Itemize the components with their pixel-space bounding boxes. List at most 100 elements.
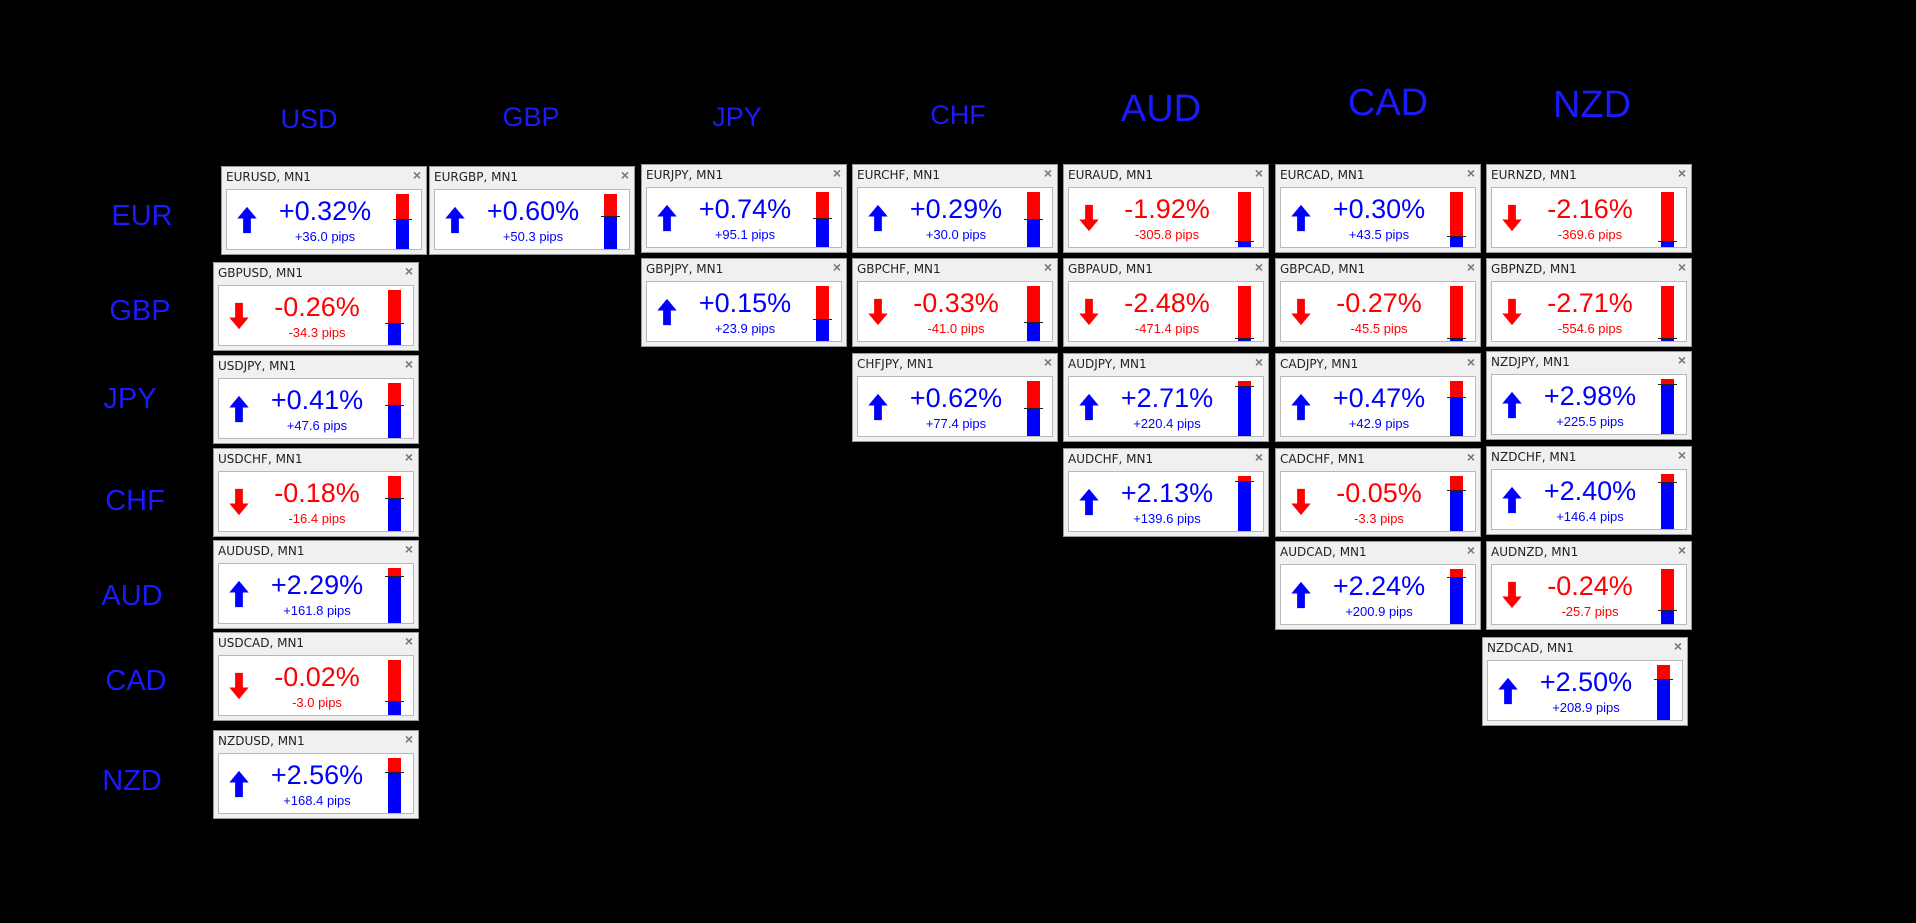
pips-change: -3.3 pips [1354,511,1404,526]
pair-panel[interactable]: EURAUD, MN1 × -1.92% -305.8 pips [1063,164,1269,253]
pair-panel[interactable]: USDJPY, MN1 × +0.41% +47.6 pips [213,355,419,444]
strength-bar-blue [1238,241,1251,247]
close-icon[interactable]: × [620,167,629,183]
pair-panel[interactable]: AUDNZD, MN1 × -0.24% -25.7 pips [1486,541,1692,630]
strength-bar-red [1238,192,1251,241]
percent-change: +2.56% [270,760,364,790]
pair-panel[interactable]: GBPAUD, MN1 × -2.48% -471.4 pips [1063,258,1269,347]
pair-panel[interactable]: GBPJPY, MN1 × +0.15% +23.9 pips [641,258,847,347]
panel-body: +2.98% +225.5 pips [1491,374,1687,435]
strength-bar-red [1661,379,1674,384]
close-icon[interactable]: × [404,356,413,372]
close-icon[interactable]: × [1254,354,1263,370]
strength-bar [1235,192,1254,247]
panel-body: +2.24% +200.9 pips [1280,564,1476,625]
close-icon[interactable]: × [1677,259,1686,275]
panel-title: CADCHF, MN1 [1280,452,1365,466]
close-icon[interactable]: × [404,541,413,557]
pair-panel[interactable]: NZDJPY, MN1 × +2.98% +225.5 pips [1486,351,1692,440]
pair-panel[interactable]: NZDCAD, MN1 × +2.50% +208.9 pips [1482,637,1688,726]
percent-change: +0.62% [909,383,1003,413]
strength-bar [1658,569,1677,624]
pair-panel[interactable]: AUDCAD, MN1 × +2.24% +200.9 pips [1275,541,1481,630]
close-icon[interactable]: × [1043,259,1052,275]
arrow-up-icon [657,204,677,232]
pair-panel[interactable]: CHFJPY, MN1 × +0.62% +77.4 pips [852,353,1058,442]
close-icon[interactable]: × [1254,165,1263,181]
strength-bar [1235,286,1254,341]
close-icon[interactable]: × [412,167,421,183]
arrow-down-icon [1291,488,1311,516]
close-icon[interactable]: × [1043,354,1052,370]
close-icon[interactable]: × [1254,259,1263,275]
close-icon[interactable]: × [404,633,413,649]
percent-change: +2.98% [1543,381,1637,411]
pips-change: +146.4 pips [1556,509,1624,524]
close-icon[interactable]: × [1466,259,1475,275]
percent-change: -0.18% [274,478,360,508]
arrow-up-icon [229,395,249,423]
pair-panel[interactable]: GBPCAD, MN1 × -0.27% -45.5 pips [1275,258,1481,347]
pair-panel[interactable]: AUDCHF, MN1 × +2.13% +139.6 pips [1063,448,1269,537]
pair-panel[interactable]: EURUSD, MN1 × +0.32% +36.0 pips [221,166,427,255]
strength-bar [385,476,404,531]
strength-bar-marker [1447,577,1466,578]
strength-bar-marker [1235,241,1254,242]
pair-panel[interactable]: USDCAD, MN1 × -0.02% -3.0 pips [213,632,419,721]
panel-title: AUDNZD, MN1 [1491,545,1579,559]
close-icon[interactable]: × [404,731,413,747]
pair-panel[interactable]: AUDUSD, MN1 × +2.29% +161.8 pips [213,540,419,629]
pair-panel[interactable]: EURJPY, MN1 × +0.74% +95.1 pips [641,164,847,253]
close-icon[interactable]: × [1677,352,1686,368]
strength-bar-marker [1235,481,1254,482]
strength-bar-blue [388,323,401,345]
pair-panel[interactable]: EURGBP, MN1 × +0.60% +50.3 pips [429,166,635,255]
pair-panel[interactable]: NZDCHF, MN1 × +2.40% +146.4 pips [1486,446,1692,535]
close-icon[interactable]: × [404,263,413,279]
pair-panel[interactable]: GBPUSD, MN1 × -0.26% -34.3 pips [213,262,419,351]
panel-title: EURCAD, MN1 [1280,168,1365,182]
close-icon[interactable]: × [404,449,413,465]
pair-panel[interactable]: CADJPY, MN1 × +0.47% +42.9 pips [1275,353,1481,442]
close-icon[interactable]: × [1677,542,1686,558]
strength-bar [1654,665,1673,720]
close-icon[interactable]: × [1466,354,1475,370]
close-icon[interactable]: × [1466,542,1475,558]
close-icon[interactable]: × [832,259,841,275]
arrow-up-icon [229,770,249,798]
pips-change: +139.6 pips [1133,511,1201,526]
percent-change: -2.48% [1124,288,1210,318]
strength-bar-marker [1658,610,1677,611]
pair-panel[interactable]: CADCHF, MN1 × -0.05% -3.3 pips [1275,448,1481,537]
close-icon[interactable]: × [1677,165,1686,181]
close-icon[interactable]: × [1466,449,1475,465]
close-icon[interactable]: × [1466,165,1475,181]
pips-change: +47.6 pips [286,418,348,433]
strength-bar-red [1027,381,1040,408]
pair-panel[interactable]: USDCHF, MN1 × -0.18% -16.4 pips [213,448,419,537]
panel-body: +0.32% +36.0 pips [226,189,422,250]
pair-panel[interactable]: NZDUSD, MN1 × +2.56% +168.4 pips [213,730,419,819]
arrow-up-icon [1502,486,1522,514]
close-icon[interactable]: × [1677,447,1686,463]
pair-panel[interactable]: EURNZD, MN1 × -2.16% -369.6 pips [1486,164,1692,253]
strength-bar-marker [1654,679,1673,680]
pair-panel[interactable]: AUDJPY, MN1 × +2.71% +220.4 pips [1063,353,1269,442]
close-icon[interactable]: × [832,165,841,181]
strength-bar-blue [1661,338,1674,341]
strength-bar [1235,381,1254,436]
arrow-down-icon [1079,204,1099,232]
strength-bar-red [1238,381,1251,386]
strength-bar [385,290,404,345]
close-icon[interactable]: × [1254,449,1263,465]
close-icon[interactable]: × [1043,165,1052,181]
pair-panel[interactable]: EURCHF, MN1 × +0.29% +30.0 pips [852,164,1058,253]
strength-bar-red [388,290,401,323]
pair-panel[interactable]: EURCAD, MN1 × +0.30% +43.5 pips [1275,164,1481,253]
close-icon[interactable]: × [1673,638,1682,654]
col-header-jpy: JPY [712,102,762,132]
strength-bar-red [1661,192,1674,241]
pair-panel[interactable]: GBPCHF, MN1 × -0.33% -41.0 pips [852,258,1058,347]
pair-panel[interactable]: GBPNZD, MN1 × -2.71% -554.6 pips [1486,258,1692,347]
panel-body: +2.13% +139.6 pips [1068,471,1264,532]
